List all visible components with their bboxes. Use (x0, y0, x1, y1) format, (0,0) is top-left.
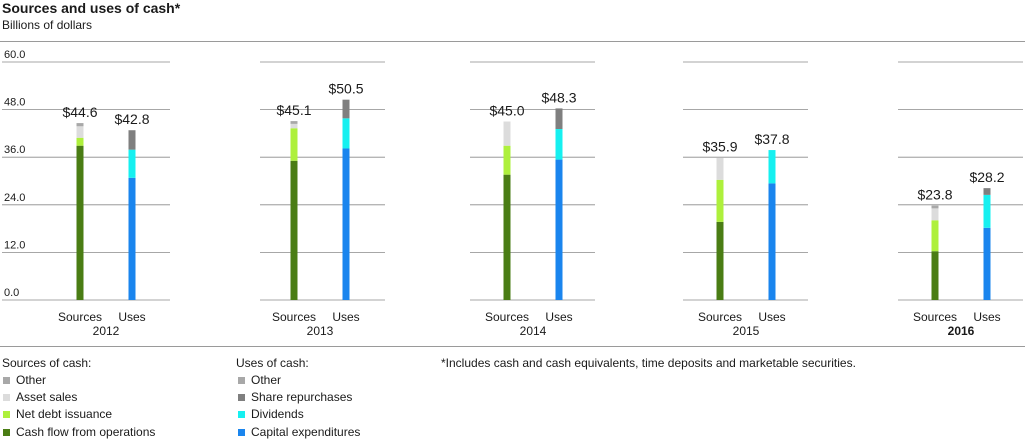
legend-swatch-asset-sales (3, 394, 10, 401)
bar-uses-2014-seg-1 (555, 129, 563, 160)
category-label-uses-2013: Uses (332, 310, 359, 324)
category-label-sources-2014: Sources (485, 310, 529, 324)
category-label-uses-2012: Uses (118, 310, 145, 324)
total-label-sources-2016: $23.8 (917, 187, 952, 203)
y-tick-label-4: 12.0 (4, 239, 25, 251)
legend-swatch-dividends (238, 411, 245, 418)
category-label-sources-2016: Sources (913, 310, 957, 324)
bar-sources-2013-seg-1 (290, 128, 298, 161)
category-label-uses-2014: Uses (545, 310, 572, 324)
bar-sources-2013-seg-0 (290, 160, 298, 300)
total-label-uses-2016: $28.2 (969, 169, 1004, 185)
bar-sources-2015-seg-1 (716, 179, 724, 222)
bar-sources-2016-seg-0 (931, 251, 939, 300)
y-tick-label-1: 48.0 (4, 97, 25, 109)
legend-label-other: Other (16, 373, 47, 387)
bar-sources-2012-seg-0 (76, 145, 84, 300)
y-tick-label-3: 24.0 (4, 192, 25, 204)
top-divider (0, 41, 1025, 42)
total-label-sources-2015: $35.9 (702, 139, 737, 155)
legend-label-share-repurchases: Share repurchases (251, 390, 353, 404)
bar-sources-2013-seg-3 (290, 121, 298, 124)
chart-title: Sources and uses of cash* (2, 0, 181, 16)
bar-uses-2014-seg-0 (555, 159, 563, 300)
total-label-sources-2012: $44.6 (62, 104, 97, 120)
total-label-sources-2013: $45.1 (276, 102, 311, 118)
total-label-uses-2014: $48.3 (541, 89, 576, 105)
category-label-uses-2016: Uses (973, 310, 1000, 324)
year-label-2016: 2016 (948, 324, 975, 338)
year-label-2013: 2013 (307, 324, 334, 338)
category-label-sources-2013: Sources (272, 310, 316, 324)
total-label-uses-2013: $50.5 (328, 81, 363, 97)
bar-uses-2016-seg-0 (983, 227, 991, 300)
bar-uses-2013-seg-2 (342, 99, 350, 119)
legend-label-asset-sales: Asset sales (16, 390, 78, 404)
year-label-2014: 2014 (520, 324, 547, 338)
bar-uses-2015-seg-1 (768, 150, 776, 184)
legend-uses-heading: Uses of cash: (236, 356, 309, 370)
y-tick-label-0: 60.0 (4, 49, 25, 61)
total-label-uses-2015: $37.8 (754, 131, 789, 147)
legend-swatch-uses-other (238, 377, 245, 384)
bar-sources-2013-seg-2 (290, 123, 298, 129)
legend-swatch-capex (238, 429, 245, 436)
chart-subtitle: Billions of dollars (2, 18, 93, 32)
bar-uses-2016-seg-1 (983, 194, 991, 228)
bar-uses-2012-seg-2 (128, 130, 136, 150)
category-label-sources-2015: Sources (698, 310, 742, 324)
bar-sources-2015-seg-0 (716, 221, 724, 300)
bar-sources-2016-seg-3 (931, 205, 939, 209)
bar-uses-2015-seg-0 (768, 183, 776, 300)
legend-label-dividends: Dividends (251, 407, 304, 421)
year-label-2012: 2012 (93, 324, 120, 338)
year-label-2015: 2015 (733, 324, 760, 338)
bar-sources-2012-seg-3 (76, 123, 84, 127)
legend-label-net-debt-issuance: Net debt issuance (16, 407, 113, 421)
bar-uses-2013-seg-1 (342, 118, 350, 149)
bottom-divider (0, 346, 1025, 347)
y-tick-label-5: 0.0 (4, 287, 19, 299)
bar-sources-2014-seg-0 (503, 174, 511, 300)
legend-label-cash-flow-ops: Cash flow from operations (16, 425, 156, 439)
bar-sources-2015-seg-2 (716, 157, 724, 180)
bar-sources-2016-seg-1 (931, 220, 939, 252)
bar-sources-2016-seg-2 (931, 208, 939, 221)
total-label-uses-2012: $42.8 (114, 111, 149, 127)
legend-label-uses-other: Other (251, 373, 282, 387)
bar-sources-2014-seg-2 (503, 121, 511, 146)
bar-sources-2014-seg-1 (503, 145, 511, 175)
bar-uses-2016-seg-2 (983, 188, 991, 195)
stacked-bar-chart: 60.0 48.0 36.0 24.0 12.0 0.0 $44.6 Sources $42.8… (2, 49, 1023, 338)
legend-label-capex: Capital expenditures (251, 425, 361, 439)
footnote: *Includes cash and cash equivalents, tim… (441, 356, 856, 370)
category-label-sources-2012: Sources (58, 310, 102, 324)
legend-swatch-share-repurchases (238, 394, 245, 401)
category-label-uses-2015: Uses (758, 310, 785, 324)
legend-swatch-other (3, 377, 10, 384)
legend-sources-heading: Sources of cash: (2, 356, 92, 370)
legend-swatch-cash-flow-ops (3, 429, 10, 436)
y-tick-label-2: 36.0 (4, 144, 25, 156)
bar-sources-2012-seg-2 (76, 126, 84, 138)
bar-uses-2012-seg-1 (128, 149, 136, 178)
legend-swatch-net-debt-issuance (3, 411, 10, 418)
total-label-sources-2014: $45.0 (489, 103, 524, 119)
bar-uses-2012-seg-0 (128, 177, 136, 300)
bar-uses-2014-seg-2 (555, 108, 563, 130)
bar-sources-2012-seg-1 (76, 137, 84, 146)
bar-uses-2013-seg-0 (342, 148, 350, 300)
